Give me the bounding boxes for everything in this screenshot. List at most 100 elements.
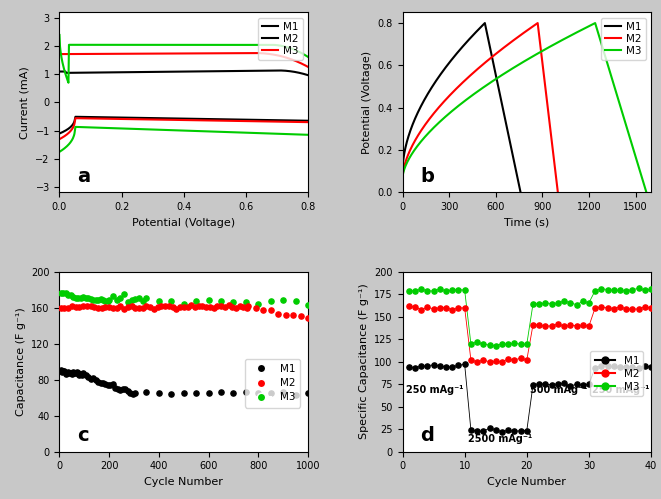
Point: [295, 312, 306, 320]
Point: [553, 380, 563, 388]
Point: [459, 286, 470, 294]
Point: [609, 286, 619, 294]
Text: d: d: [420, 426, 434, 445]
Point: [125, 389, 136, 397]
Point: [303, 300, 313, 308]
Point: [453, 285, 464, 293]
Point: [422, 303, 433, 311]
Point: [63, 368, 73, 376]
Point: [590, 304, 600, 312]
Text: a: a: [77, 167, 90, 186]
Point: [223, 301, 234, 309]
Point: [640, 286, 650, 294]
Point: [465, 356, 476, 364]
Point: [56, 304, 66, 312]
Point: [63, 291, 73, 299]
Point: [102, 296, 113, 304]
Point: [403, 287, 414, 295]
Point: [105, 381, 116, 389]
Point: [85, 295, 96, 303]
Point: [58, 288, 69, 296]
Point: [73, 369, 83, 377]
Point: [547, 381, 557, 389]
Point: [633, 364, 644, 372]
Point: [115, 386, 126, 394]
Point: [243, 302, 254, 310]
Point: [290, 296, 301, 304]
Point: [633, 284, 644, 292]
Point: [540, 380, 551, 388]
Point: [527, 321, 538, 329]
Point: [59, 303, 70, 311]
Point: [70, 369, 81, 377]
Point: [98, 296, 108, 304]
Point: [115, 302, 126, 310]
Point: [167, 303, 178, 311]
Point: [57, 368, 67, 376]
Point: [303, 389, 313, 397]
Point: [69, 369, 80, 377]
Point: [640, 302, 650, 310]
Point: [75, 294, 86, 302]
Point: [553, 299, 563, 307]
Point: [465, 426, 476, 434]
Point: [615, 363, 625, 371]
Point: [85, 302, 96, 310]
Y-axis label: Specific Capacitance (F g⁻¹): Specific Capacitance (F g⁻¹): [359, 284, 369, 440]
Point: [71, 368, 82, 376]
Point: [81, 302, 92, 310]
Point: [238, 303, 249, 311]
Point: [119, 290, 130, 298]
Point: [112, 385, 123, 393]
Point: [205, 303, 215, 311]
Point: [95, 379, 106, 387]
Point: [416, 362, 426, 370]
Point: [85, 375, 96, 383]
Point: [119, 305, 130, 313]
Point: [100, 296, 111, 304]
Point: [83, 294, 93, 302]
Point: [83, 373, 93, 381]
Point: [571, 301, 582, 309]
Point: [108, 291, 118, 299]
Point: [527, 381, 538, 389]
Point: [145, 303, 155, 311]
Point: [130, 295, 141, 303]
Point: [602, 362, 613, 370]
Point: [128, 390, 138, 398]
Point: [590, 363, 600, 371]
Point: [640, 362, 650, 370]
Point: [74, 302, 85, 310]
Point: [428, 287, 439, 295]
Point: [584, 380, 594, 388]
Point: [122, 387, 133, 395]
Point: [89, 303, 100, 311]
Point: [559, 379, 569, 387]
Point: [422, 362, 433, 370]
Point: [91, 376, 101, 384]
Point: [278, 388, 288, 396]
Point: [102, 381, 113, 389]
Point: [74, 371, 85, 379]
Point: [441, 303, 451, 311]
Point: [565, 321, 576, 329]
Point: [503, 355, 514, 363]
Y-axis label: Potential (Voltage): Potential (Voltage): [362, 51, 372, 154]
Point: [522, 427, 532, 435]
Point: [453, 304, 464, 312]
Point: [609, 362, 619, 370]
Point: [416, 306, 426, 314]
Point: [534, 300, 545, 308]
Legend: M1, M2, M3: M1, M2, M3: [258, 17, 303, 60]
Point: [516, 427, 526, 435]
Point: [403, 363, 414, 371]
Point: [273, 310, 284, 318]
Point: [228, 389, 239, 397]
Point: [111, 296, 122, 304]
Point: [646, 285, 656, 293]
Point: [596, 303, 607, 311]
Point: [627, 285, 638, 293]
Point: [134, 304, 144, 312]
Point: [75, 370, 86, 378]
Point: [141, 388, 152, 396]
